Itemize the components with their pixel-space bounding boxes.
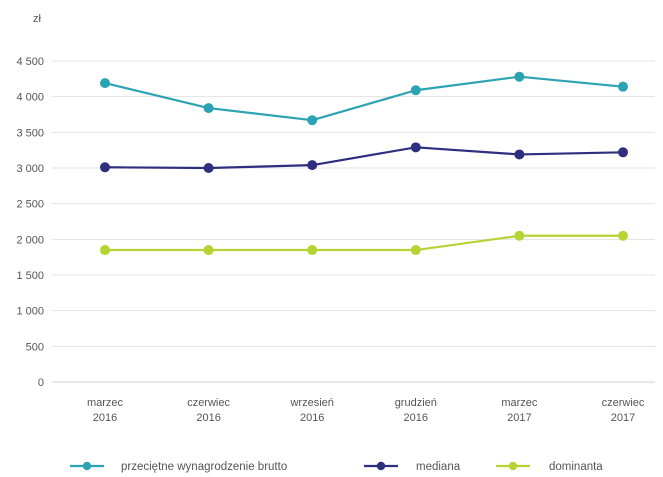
data-point [100,162,110,173]
y-axis-unit-label: zł [33,13,42,25]
y-tick-label: 3 500 [16,127,44,139]
data-point [618,81,628,92]
data-point [514,71,525,82]
x-tick-label: wrzesień [289,397,333,409]
legend-marker [82,461,92,471]
x-tick-label: czerwiec [187,397,230,409]
data-point [100,78,110,89]
legend-marker [508,461,518,471]
y-tick-label: 2 000 [16,234,44,246]
data-point [618,147,628,158]
legend-item: przeciętne wynagrodzenie brutto [70,461,287,473]
data-point [410,142,421,153]
data-point [410,85,421,96]
x-tick-label: 2016 [404,412,428,424]
legend-label: dominanta [549,461,603,473]
legend-item: dominanta [496,461,603,473]
x-tick-label: grudzień [395,397,437,409]
data-point [307,115,318,126]
x-axis-tick-labels: marzec 2016 czerwiec 2016 wrzesień 2016 grudzi… [87,397,645,424]
series-line [105,234,623,252]
series-1 [100,71,628,126]
x-tick-label: 2016 [196,412,220,424]
y-axis-tick-labels: 0 500 1 000 1 500 2 000 2 500 3 000 3 500 4 000 4… [16,56,44,389]
y-tick-label: 1 000 [16,306,44,318]
legend-marker [376,461,386,471]
data-point [203,163,214,173]
series-3 [100,230,628,256]
x-tick-label: 2016 [300,412,324,424]
y-tick-label: 500 [26,341,44,353]
x-tick-label: marzec [87,397,124,409]
data-point [410,245,421,256]
x-tick-label: czerwiec [602,397,645,409]
series-line [104,75,624,122]
legend: przeciętne wynagrodzenie brutto mediana do… [70,461,603,473]
series-2 [100,142,628,173]
data-point [203,103,214,114]
x-tick-label: 2017 [507,412,531,424]
data-point [618,230,628,241]
y-tick-label: 3 000 [16,163,44,175]
legend-label: przeciętne wynagrodzenie brutto [121,461,287,473]
y-tick-label: 4 000 [16,92,44,104]
y-tick-label: 1 500 [16,270,44,282]
x-tick-label: marzec [501,397,538,409]
data-point [514,149,525,160]
data-point [203,245,214,256]
data-point [307,160,318,171]
data-point [514,230,525,241]
data-series [100,71,628,256]
legend-item: mediana [364,461,461,473]
series-line [104,146,624,170]
y-tick-label: 2 500 [16,199,44,211]
x-tick-label: 2017 [611,412,635,424]
data-point [307,245,318,256]
y-tick-label: 0 [38,377,44,389]
legend-label: mediana [416,461,461,473]
x-tick-label: 2016 [93,412,117,424]
y-tick-label: 4 500 [16,56,44,68]
data-point [100,245,110,256]
